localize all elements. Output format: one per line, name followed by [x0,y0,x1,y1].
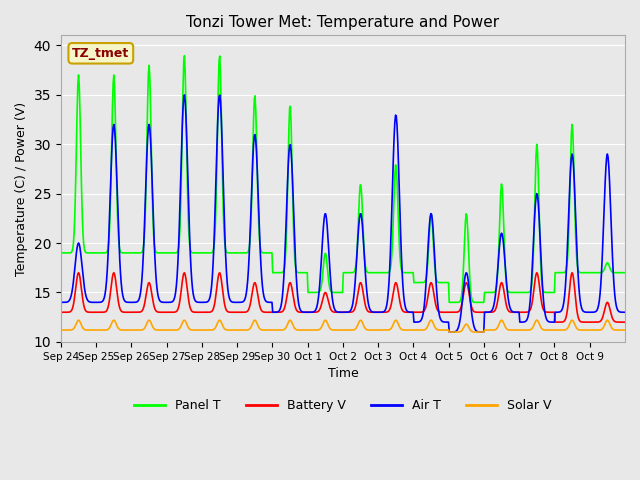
Text: TZ_tmet: TZ_tmet [72,47,129,60]
Y-axis label: Temperature (C) / Power (V): Temperature (C) / Power (V) [15,102,28,276]
Legend: Panel T, Battery V, Air T, Solar V: Panel T, Battery V, Air T, Solar V [129,394,557,417]
X-axis label: Time: Time [328,367,358,380]
Title: Tonzi Tower Met: Temperature and Power: Tonzi Tower Met: Temperature and Power [186,15,499,30]
